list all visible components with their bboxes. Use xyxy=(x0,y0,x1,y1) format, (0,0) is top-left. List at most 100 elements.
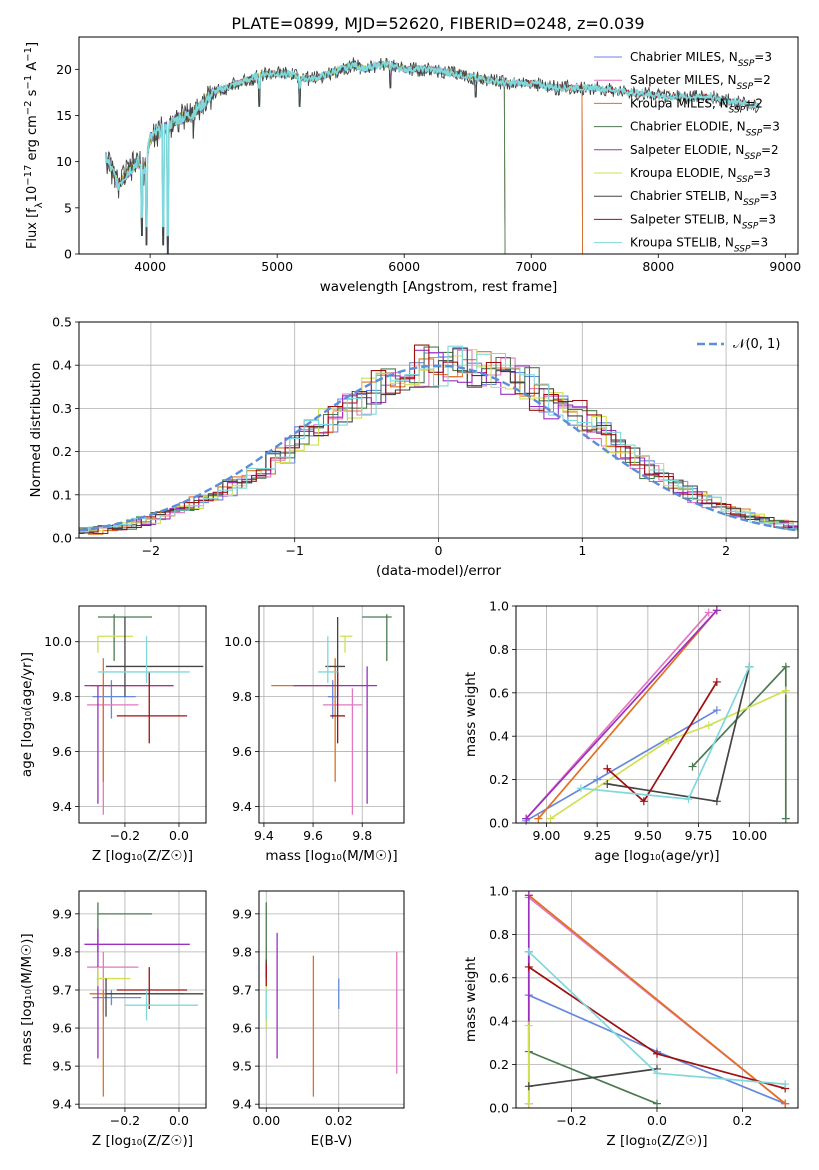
y-tick-label: 9.8 xyxy=(52,689,72,704)
y-tick-label: 9.6 xyxy=(52,744,72,759)
weight-line-kroupa-elodie xyxy=(550,689,787,820)
y-tick-label: 1.0 xyxy=(489,884,509,899)
y-tick-label: 0.2 xyxy=(489,772,509,787)
legend-label-salpeter-elodie: Salpeter ELODIE, NSSP=2 xyxy=(630,143,779,162)
spectrum-panel: 4000 5000 6000 7000 8000 9000 0 5 10 15 20 waveleng… xyxy=(23,36,801,295)
y-axis-label: mass weight xyxy=(463,672,479,757)
weight-marker-kroupa-elodie xyxy=(524,1021,533,1030)
age-vs-z-panel: −0.2 0.0 9.4 9.6 9.8 10.0 Z [log₁₀(Z/Z☉)] age [… xyxy=(19,605,207,864)
spectrum-line-chabrier-elodie xyxy=(105,60,506,254)
x-tick-label: −1 xyxy=(285,543,303,558)
weight-vs-z-panel: −0.2 0.0 0.2 0.0 0.2 0.4 0.6 0.8 1.0 Z [log₁₀(Z/Z… xyxy=(463,884,799,1149)
weight-marker-kroupa-stelib xyxy=(653,1069,661,1078)
axes-frame xyxy=(258,890,405,1109)
weight-marker-chabrier-elodie xyxy=(688,762,697,771)
y-tick-label: 9.7 xyxy=(52,982,72,997)
x-tick-label: 0.00 xyxy=(252,1113,280,1128)
errorbar-kroupa-elodie xyxy=(97,635,134,653)
weight-marker-salpeter-miles xyxy=(704,608,713,617)
weight-marker-chabrier-elodie xyxy=(653,1099,661,1108)
errorbar-kroupa-miles xyxy=(89,658,174,782)
errorbar-salpeter-elodie xyxy=(84,685,174,804)
weight-marker-kroupa-stelib xyxy=(781,1080,790,1089)
x-tick-label: 7000 xyxy=(515,259,547,274)
y-tick-label: 0.1 xyxy=(52,487,72,502)
histogram-salpeter-elodie xyxy=(79,349,798,533)
y-tick-label: 20 xyxy=(56,62,72,77)
errorbar-chabrier-elodie xyxy=(362,614,392,661)
weight-marker-chabrier-stelib xyxy=(524,1082,533,1091)
y-tick-label: 0.4 xyxy=(489,729,509,744)
weight-line-kroupa-miles xyxy=(528,894,786,1105)
legend-label-salpeter-stelib: Salpeter STELIB, NSSP=3 xyxy=(630,212,776,231)
errorbar-chabrier-miles xyxy=(327,680,338,719)
errorbar-chabrier-miles xyxy=(92,989,142,1006)
x-axis-label: mass [log₁₀(M/M☉)] xyxy=(265,848,397,864)
errorbar-salpeter-stelib xyxy=(116,967,188,1010)
weight-line-salpeter-elodie xyxy=(525,609,718,820)
errorbar-kroupa-stelib xyxy=(97,636,190,683)
axes-frame xyxy=(78,890,207,1109)
x-tick-label: 9.25 xyxy=(583,828,611,843)
axes-frame xyxy=(515,605,799,824)
errorbar-kroupa-stelib xyxy=(317,636,338,683)
y-tick-label: 0.2 xyxy=(489,1057,509,1072)
spectrum-legend: Chabrier MILES, NSSP=3 Salpeter MILES, NS… xyxy=(594,50,780,255)
weight-marker-kroupa-stelib xyxy=(576,784,585,793)
weight-line-kroupa-miles xyxy=(537,609,718,820)
y-tick-label: 5 xyxy=(64,200,72,215)
y-tick-label: 9.8 xyxy=(232,689,252,704)
x-tick-label: −2 xyxy=(142,543,160,558)
y-tick-label: 9.9 xyxy=(232,906,252,921)
y-tick-label: 9.8 xyxy=(52,944,72,959)
y-axis-label: Normed distribution xyxy=(28,363,44,498)
residual-histogram-panel: −2 −1 0 1 2 0.0 0.1 0.2 0.3 0.4 0.5 (data-model)/er… xyxy=(28,315,799,579)
x-tick-label: 0.0 xyxy=(647,1113,667,1128)
legend-label-kroupa-miles: Kroupa MILES, NSSP=2 xyxy=(630,96,763,115)
weight-marker-chabrier-elodie xyxy=(781,814,790,823)
y-tick-label: 0.6 xyxy=(489,970,509,985)
errorbar-salpeter-miles xyxy=(87,951,139,1013)
y-tick-label: 0.4 xyxy=(489,1014,509,1029)
spectrum-line-salpeter-elodie xyxy=(105,60,506,254)
x-axis-label: Z [log₁₀(Z/Z☉)] xyxy=(92,848,193,864)
y-tick-label: 10.0 xyxy=(224,634,252,649)
y-tick-label: 0.2 xyxy=(52,444,72,459)
weight-marker-chabrier-elodie xyxy=(781,662,790,671)
axes-frame xyxy=(78,605,207,824)
weight-marker-kroupa-elodie xyxy=(781,686,790,695)
y-tick-label: 0.6 xyxy=(489,685,509,700)
x-tick-label: −0.2 xyxy=(110,828,140,843)
x-tick-label: 0.0 xyxy=(169,1113,189,1128)
y-tick-label: 9.6 xyxy=(232,744,252,759)
x-tick-label: 9000 xyxy=(769,259,801,274)
weight-marker-salpeter-stelib xyxy=(524,962,533,971)
y-tick-label: 9.4 xyxy=(52,1097,72,1112)
x-tick-label: 0.0 xyxy=(169,828,189,843)
x-axis-label: wavelength [Angstrom, rest frame] xyxy=(320,279,558,295)
y-tick-label: 15 xyxy=(56,108,72,123)
y-tick-label: 0.0 xyxy=(52,531,72,546)
y-tick-label: 10.0 xyxy=(44,634,72,649)
weight-marker-kroupa-stelib xyxy=(524,947,533,956)
y-tick-label: 9.4 xyxy=(52,799,72,814)
errorbar-chabrier-stelib xyxy=(106,616,204,697)
x-tick-label: 0 xyxy=(435,543,443,558)
x-axis-label: E(B-V) xyxy=(311,1133,353,1149)
x-tick-label: 0.02 xyxy=(325,1113,353,1128)
x-tick-label: 5000 xyxy=(261,259,293,274)
x-tick-label: −0.2 xyxy=(556,1113,586,1128)
y-tick-label: 0.8 xyxy=(489,927,509,942)
y-axis-label: Flux [fλ10−17 erg cm−2 s−1 A−1] xyxy=(23,42,45,249)
spectrum-line-chabrier-miles xyxy=(105,61,584,254)
weight-marker-salpeter-stelib xyxy=(603,764,612,773)
y-tick-label: 0 xyxy=(64,247,72,262)
x-axis-label: age [log₁₀(age/yr)] xyxy=(594,848,719,864)
histogram-chabrier-stelib xyxy=(79,347,798,535)
y-tick-label: 9.8 xyxy=(232,944,252,959)
y-tick-label: 9.7 xyxy=(232,982,252,997)
weight-marker-salpeter-stelib xyxy=(712,677,721,686)
weight-marker-salpeter-elodie xyxy=(524,891,533,900)
x-tick-label: 10.00 xyxy=(731,828,767,843)
